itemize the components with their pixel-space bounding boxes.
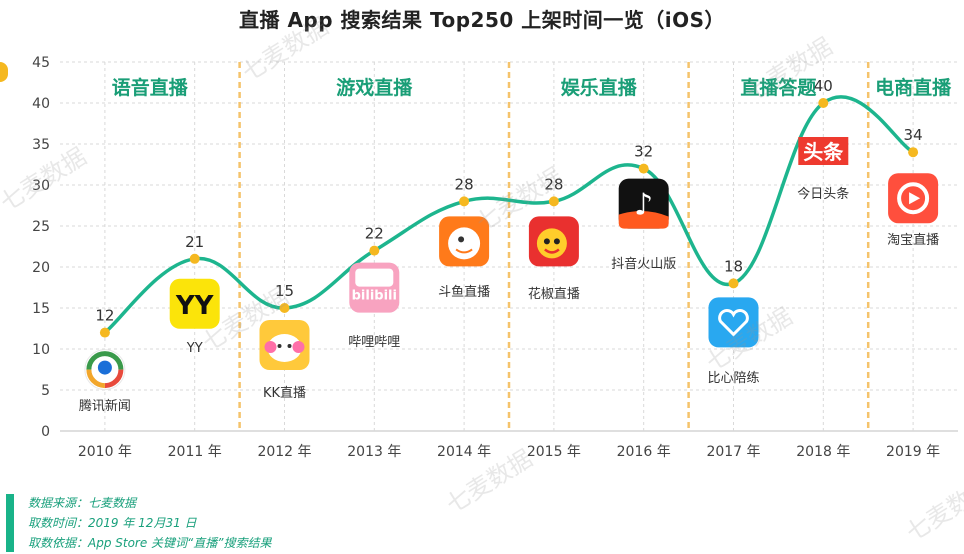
douyu-icon <box>439 216 490 267</box>
data-label: 22 <box>365 225 384 243</box>
footer-date: 取数时间：2019 年 12月31 日 <box>28 516 197 530</box>
x-tick-label: 2012 年 <box>257 444 311 460</box>
data-point <box>908 147 919 158</box>
data-label: 15 <box>275 282 294 300</box>
data-point <box>548 196 559 207</box>
data-label: 40 <box>814 77 833 95</box>
footer-notes: 数据来源：七麦数据 取数时间：2019 年 12月31 日 取数依据：App S… <box>6 494 426 552</box>
app-name-label: YY <box>186 341 203 356</box>
footer-source: 数据来源：七麦数据 <box>28 496 137 510</box>
data-point <box>459 196 470 207</box>
data-point <box>99 327 110 338</box>
bixin-icon <box>708 297 759 348</box>
data-point <box>189 253 200 264</box>
footer-accent-bar <box>6 494 14 552</box>
x-tick-label: 2011 年 <box>168 444 222 460</box>
x-tick-label: 2017 年 <box>706 444 760 460</box>
app-name-label: 比心陪练 <box>707 371 759 386</box>
y-tick-label: 25 <box>32 219 50 235</box>
app-name-label: 哔哩哔哩 <box>348 335 400 350</box>
y-tick-label: 0 <box>41 424 50 440</box>
series-line <box>103 95 915 334</box>
data-label: 28 <box>544 175 563 193</box>
app-name-label: 腾讯新闻 <box>79 398 131 414</box>
app-name-label: 抖音火山版 <box>611 256 676 272</box>
decorative-dot <box>0 62 8 82</box>
data-label: 32 <box>634 143 653 161</box>
app-name-label: 花椒直播 <box>528 286 580 302</box>
data-label: 21 <box>185 233 204 251</box>
section-label: 娱乐直播 <box>561 76 638 99</box>
app-name-label: KK直播 <box>263 386 306 401</box>
data-label: 12 <box>95 307 114 325</box>
y-tick-label: 5 <box>41 383 50 399</box>
section-label: 游戏直播 <box>336 76 413 99</box>
tencent-news-icon <box>84 349 126 391</box>
data-point <box>638 163 649 174</box>
data-label: 28 <box>455 175 474 193</box>
douyin-icon: ♪ <box>618 178 669 229</box>
y-tick-label: 30 <box>32 178 50 194</box>
huajiao-icon <box>528 216 579 267</box>
data-point <box>818 98 829 108</box>
svg-text:头条: 头条 <box>803 140 844 164</box>
section-label: 电商直播 <box>875 76 952 99</box>
section-label: 语音直播 <box>112 76 189 99</box>
app-name-label: 淘宝直播 <box>887 233 939 248</box>
x-tick-label: 2014 年 <box>437 444 491 460</box>
data-label: 34 <box>904 126 923 144</box>
x-tick-label: 2016 年 <box>617 444 671 460</box>
app-name-label: 斗鱼直播 <box>438 284 490 300</box>
y-tick-label: 40 <box>32 96 50 112</box>
footer-basis: 取数依据：App Store 关键词“直播”搜索结果 <box>28 536 272 550</box>
y-tick-label: 15 <box>32 301 50 317</box>
y-tick-label: 10 <box>32 342 50 358</box>
yy-icon: YY <box>169 278 220 329</box>
x-tick-label: 2018 年 <box>796 444 850 460</box>
y-tick-label: 20 <box>32 260 50 276</box>
data-point <box>369 245 380 256</box>
x-tick-label: 2015 年 <box>527 444 581 460</box>
bilibili-icon: bilibili <box>349 262 400 313</box>
data-point <box>279 303 290 313</box>
y-tick-label: 45 <box>32 55 50 71</box>
y-tick-label: 35 <box>32 137 50 153</box>
toutiao-icon: 头条 <box>798 137 849 165</box>
section-label: 直播答题 <box>740 76 816 99</box>
x-tick-label: 2013 年 <box>347 444 401 460</box>
svg-text:bilibili: bilibili <box>352 289 397 304</box>
x-tick-label: 2019 年 <box>886 444 940 460</box>
svg-text:♪: ♪ <box>634 188 653 223</box>
svg-text:YY: YY <box>175 291 215 321</box>
data-label: 18 <box>724 257 743 275</box>
kk-live-icon <box>259 320 310 370</box>
taobao-live-icon <box>888 173 939 224</box>
app-name-label: 今日头条 <box>797 186 849 202</box>
x-tick-label: 2010 年 <box>78 444 132 460</box>
chart-title: 直播 App 搜索结果 Top250 上架时间一览（iOS） <box>238 8 725 32</box>
data-point <box>728 278 739 289</box>
